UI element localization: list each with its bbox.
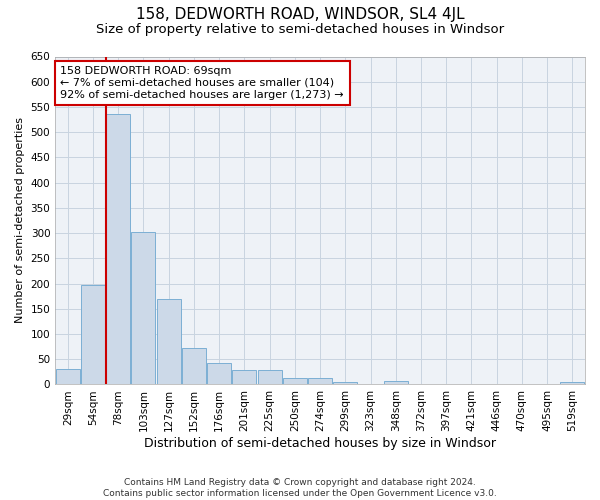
Bar [232,370,256,384]
Text: Contains HM Land Registry data © Crown copyright and database right 2024.
Contai: Contains HM Land Registry data © Crown c… [103,478,497,498]
Bar [106,114,130,384]
Bar [81,285,105,384]
Bar [207,364,231,384]
Text: Size of property relative to semi-detached houses in Windsor: Size of property relative to semi-detach… [96,22,504,36]
Bar [257,370,281,384]
Y-axis label: Number of semi-detached properties: Number of semi-detached properties [15,118,25,324]
Text: 158, DEDWORTH ROAD, WINDSOR, SL4 4JL: 158, DEDWORTH ROAD, WINDSOR, SL4 4JL [136,8,464,22]
Bar [283,378,307,384]
Bar [56,370,80,384]
Bar [384,381,408,384]
Text: 158 DEDWORTH ROAD: 69sqm
← 7% of semi-detached houses are smaller (104)
92% of s: 158 DEDWORTH ROAD: 69sqm ← 7% of semi-de… [61,66,344,100]
X-axis label: Distribution of semi-detached houses by size in Windsor: Distribution of semi-detached houses by … [144,437,496,450]
Bar [182,348,206,385]
Bar [308,378,332,384]
Bar [334,382,357,384]
Bar [157,298,181,384]
Bar [560,382,584,384]
Bar [131,232,155,384]
